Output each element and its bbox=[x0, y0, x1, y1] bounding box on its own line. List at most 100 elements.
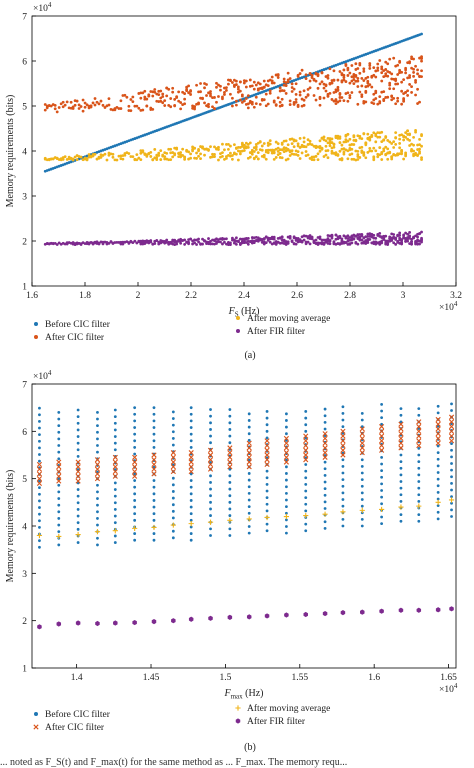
data-point bbox=[386, 95, 390, 99]
data-point bbox=[165, 86, 169, 90]
data-point bbox=[96, 523, 99, 527]
data-point bbox=[306, 240, 310, 244]
data-point bbox=[211, 105, 214, 109]
data-point bbox=[57, 510, 61, 514]
data-point bbox=[436, 477, 440, 481]
data-point bbox=[171, 503, 175, 507]
data-point bbox=[199, 157, 202, 161]
data-point bbox=[417, 446, 421, 450]
data-point bbox=[308, 79, 312, 83]
data-point bbox=[76, 508, 80, 511]
data-point bbox=[290, 149, 294, 153]
data-point bbox=[179, 241, 183, 245]
x-tick-label: 1.45 bbox=[143, 673, 160, 683]
data-point bbox=[308, 139, 312, 143]
legend-entry: After moving average bbox=[235, 703, 330, 714]
data-point bbox=[244, 141, 248, 145]
data-point bbox=[270, 75, 274, 79]
data-point bbox=[215, 100, 218, 104]
data-point bbox=[119, 107, 123, 110]
data-point bbox=[450, 482, 453, 485]
data-point bbox=[208, 615, 213, 621]
data-point bbox=[323, 493, 327, 497]
data-point bbox=[113, 435, 117, 438]
data-point bbox=[320, 238, 324, 242]
data-point bbox=[340, 96, 344, 99]
data-point bbox=[65, 242, 69, 246]
data-point bbox=[76, 421, 80, 425]
data-point bbox=[332, 143, 336, 147]
data-point bbox=[227, 454, 233, 460]
data-point bbox=[238, 152, 242, 156]
data-point bbox=[189, 439, 193, 443]
data-point bbox=[354, 138, 358, 142]
data-point bbox=[368, 238, 372, 241]
data-point bbox=[254, 83, 258, 87]
data-point bbox=[296, 150, 300, 154]
data-point bbox=[201, 145, 204, 149]
data-point bbox=[408, 61, 412, 65]
data-point bbox=[246, 106, 250, 110]
data-point bbox=[274, 103, 278, 107]
series-before-cic-filter bbox=[38, 402, 453, 549]
data-point bbox=[252, 87, 256, 91]
data-point bbox=[400, 70, 404, 74]
legend-entry: After FIR filter bbox=[236, 326, 306, 337]
data-point bbox=[131, 100, 135, 104]
data-point bbox=[404, 237, 408, 241]
data-point bbox=[248, 78, 252, 82]
data-point bbox=[402, 157, 406, 161]
data-point bbox=[147, 94, 151, 98]
data-point bbox=[149, 151, 153, 154]
data-point bbox=[341, 464, 345, 468]
data-point bbox=[414, 80, 417, 84]
data-point bbox=[75, 459, 81, 465]
data-point bbox=[209, 500, 212, 504]
data-point bbox=[290, 239, 294, 243]
data-point bbox=[195, 151, 198, 155]
data-point bbox=[264, 452, 270, 458]
data-point bbox=[352, 82, 356, 86]
data-point bbox=[96, 536, 99, 540]
data-point bbox=[285, 425, 288, 429]
data-point bbox=[302, 145, 306, 149]
data-point bbox=[356, 102, 360, 106]
data-point bbox=[189, 518, 193, 522]
data-point bbox=[246, 145, 250, 149]
data-point bbox=[85, 158, 89, 162]
data-point bbox=[284, 612, 289, 618]
data-point bbox=[386, 74, 390, 78]
data-point bbox=[227, 450, 233, 456]
data-point bbox=[63, 155, 67, 159]
data-point bbox=[304, 489, 308, 493]
data-point bbox=[179, 107, 183, 111]
data-point bbox=[247, 419, 251, 422]
data-point bbox=[294, 242, 298, 246]
data-point bbox=[246, 102, 250, 106]
data-point bbox=[217, 148, 220, 151]
data-point bbox=[173, 98, 177, 101]
data-point bbox=[412, 57, 415, 61]
data-point bbox=[133, 532, 137, 535]
data-point bbox=[38, 439, 41, 443]
data-point bbox=[435, 426, 441, 432]
data-point bbox=[260, 148, 264, 152]
data-point bbox=[326, 94, 330, 98]
data-point bbox=[81, 109, 85, 113]
data-point bbox=[177, 99, 181, 103]
data-point bbox=[139, 242, 143, 246]
data-point bbox=[390, 72, 394, 76]
data-point bbox=[366, 132, 370, 136]
data-point bbox=[402, 99, 406, 103]
data-point bbox=[388, 87, 392, 91]
data-point bbox=[129, 155, 133, 158]
data-point bbox=[294, 139, 298, 143]
data-point bbox=[125, 95, 129, 99]
data-point bbox=[152, 512, 156, 516]
data-point bbox=[113, 448, 117, 452]
data-point bbox=[359, 431, 365, 437]
data-point bbox=[189, 505, 193, 509]
data-point bbox=[170, 468, 176, 475]
data-point bbox=[328, 144, 332, 148]
data-point bbox=[398, 504, 404, 510]
